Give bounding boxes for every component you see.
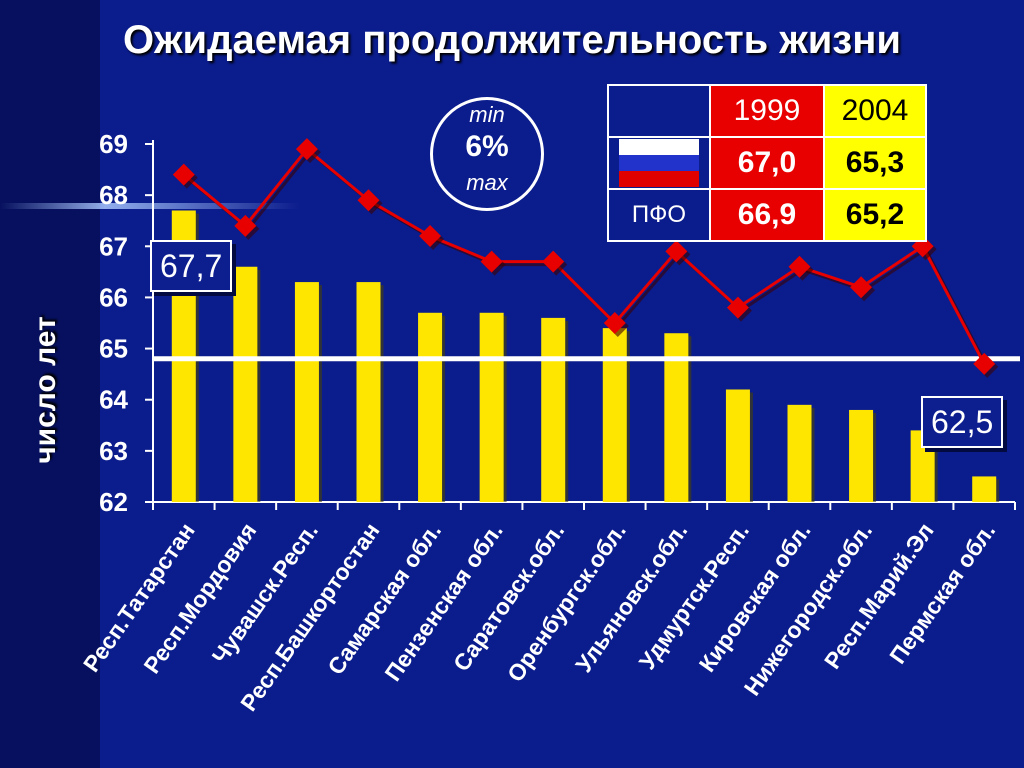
line-point <box>172 163 195 186</box>
legend-row-russia: 67,0 65,3 <box>607 136 927 190</box>
chart-title: Ожидаемая продолжительность жизни <box>123 18 901 62</box>
x-category-label: Саратовск.обл. <box>448 518 569 676</box>
line-point <box>542 250 565 273</box>
y-tick-label: 67 <box>99 231 128 261</box>
line-point <box>603 312 626 334</box>
background-light-flare <box>0 203 300 209</box>
legend-russia-2004: 65,3 <box>823 136 927 190</box>
y-tick-label: 66 <box>99 282 128 312</box>
bar <box>972 476 997 502</box>
legend-corner-cell <box>607 84 711 138</box>
bar <box>479 312 504 502</box>
circle-max-label: max <box>466 170 508 195</box>
line-series <box>182 146 986 365</box>
bar <box>541 317 566 502</box>
bar <box>849 409 874 502</box>
y-tick-label: 64 <box>99 385 128 415</box>
x-category-label: Удмуртск.Респ. <box>634 518 754 674</box>
background-dark-panel <box>0 0 100 768</box>
bar <box>787 404 812 502</box>
y-tick-label: 69 <box>99 129 128 159</box>
line-point <box>973 352 996 375</box>
bar <box>664 333 689 502</box>
legend-row-pfo: ПФО 66,9 65,2 <box>607 188 927 242</box>
legend-table: 1999 2004 67,0 65,3 ПФО 66,9 65,2 <box>607 84 927 242</box>
line-point <box>726 296 749 319</box>
x-category-label: Самарская обл. <box>322 518 446 679</box>
russia-flag-icon <box>619 139 699 187</box>
line-point <box>419 225 442 248</box>
line-point <box>665 240 688 263</box>
line-point <box>357 189 380 212</box>
bar <box>602 328 627 502</box>
x-category-label: Респ.Татарстан <box>78 518 200 677</box>
bar <box>356 282 381 502</box>
bar <box>418 312 443 502</box>
legend-pfo-label: ПФО <box>607 188 711 242</box>
y-tick-label: 63 <box>99 436 128 466</box>
bar <box>725 389 750 502</box>
range-circle: min 6% max <box>430 97 544 211</box>
x-category-label: Кировская обл. <box>694 518 816 677</box>
line-point <box>295 138 318 161</box>
line-point <box>850 276 873 299</box>
legend-russia-1999: 67,0 <box>709 136 825 190</box>
min-value-callout: 62,5 <box>921 396 1004 448</box>
legend-year-1999: 1999 <box>709 84 825 138</box>
legend-year-2004: 2004 <box>823 84 927 138</box>
circle-percent: 6% <box>465 130 509 163</box>
y-tick-label: 62 <box>99 487 128 517</box>
legend-pfo-1999: 66,9 <box>709 188 825 242</box>
legend-flag-cell <box>607 136 711 190</box>
line-point <box>788 255 811 278</box>
circle-min-label: min <box>469 102 505 127</box>
y-tick-label: 68 <box>99 180 128 210</box>
bar <box>233 266 258 502</box>
max-value-callout: 67,7 <box>150 240 233 292</box>
line-point <box>234 214 257 237</box>
x-category-label: Ульяновск.обл. <box>570 518 692 677</box>
x-category-label: Респ.Марий.Эл <box>819 518 939 674</box>
y-tick-label: 65 <box>99 334 128 364</box>
bar <box>294 282 319 502</box>
x-category-label: Респ.Мордовия <box>138 518 261 678</box>
line-point <box>480 250 503 273</box>
legend-pfo-2004: 65,2 <box>823 188 927 242</box>
legend-header-row: 1999 2004 <box>607 84 927 138</box>
